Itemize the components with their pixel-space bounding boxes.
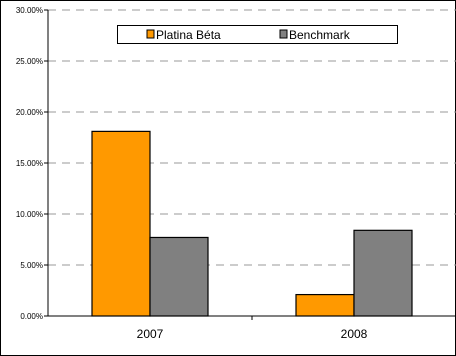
y-tick-label: 15.00%: [16, 159, 43, 168]
y-tick-label: 30.00%: [16, 6, 43, 15]
y-tick-label: 5.00%: [20, 261, 43, 270]
legend-swatch-platina-beta: [146, 29, 155, 39]
bars: [91, 130, 413, 317]
legend-box: [117, 25, 398, 44]
x-category-label: 2007: [137, 327, 164, 341]
legend: Platina Béta Benchmark: [117, 25, 398, 44]
y-tick-label: 25.00%: [16, 57, 43, 66]
y-tick-label: 0.00%: [20, 312, 43, 321]
legend-swatch-benchmark: [279, 29, 288, 39]
x-axis-labels: 2007 2008: [137, 327, 368, 341]
bar-platina-b-ta-2007: [91, 130, 151, 317]
y-tick-label: 20.00%: [16, 108, 43, 117]
legend-label-platina-beta: Platina Béta: [156, 28, 221, 42]
bar-benchmark-2007: [149, 236, 209, 317]
legend-label-benchmark: Benchmark: [289, 28, 351, 42]
y-tick-label: 10.00%: [16, 210, 43, 219]
x-category-label: 2008: [341, 327, 368, 341]
bar-platina-b-ta-2008: [295, 293, 355, 317]
y-axis-ticks: 0.00% 5.00% 10.00% 15.00% 20.00% 25.00% 30.00%: [16, 6, 48, 321]
bar-benchmark-2008: [353, 229, 413, 317]
axes: [47, 10, 456, 320]
